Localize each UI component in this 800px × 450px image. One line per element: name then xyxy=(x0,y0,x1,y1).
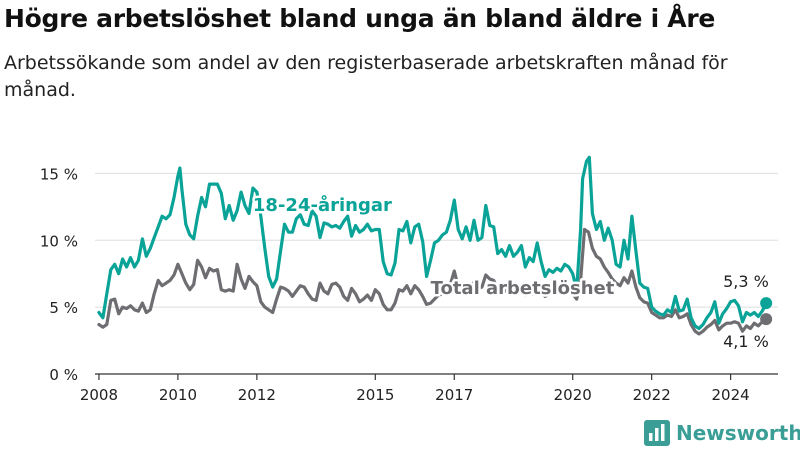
newsworthy-logo: Newsworthy xyxy=(644,420,800,446)
y-tick-label: 15 % xyxy=(40,165,78,183)
series-line-total xyxy=(97,227,768,336)
axes: 0 % 5 % 10 % 15 % 2008 2010 2012 2015 2017 2020 20… xyxy=(40,165,778,404)
series-line-young xyxy=(97,155,768,331)
y-tick-label: 5 % xyxy=(49,299,78,317)
series-label-total: Total arbetslöshet xyxy=(431,278,615,299)
x-tick-label: 2015 xyxy=(356,386,394,404)
series-labels: 18-24-åringar Total arbetslöshet 5,3 % 4,1 … xyxy=(250,191,769,351)
x-tick-label: 2010 xyxy=(159,386,197,404)
series-lines xyxy=(97,155,773,336)
end-label-young: 5,3 % xyxy=(723,272,769,291)
page-title: Högre arbetslöshet bland unga än bland ä… xyxy=(4,4,716,33)
brand-name: Newsworthy xyxy=(676,421,800,445)
x-tick-label: 2017 xyxy=(435,386,473,404)
end-label-total: 4,1 % xyxy=(723,332,769,351)
y-tick-label: 10 % xyxy=(40,232,78,250)
bar-chart-icon xyxy=(644,420,670,446)
y-tick-label: 0 % xyxy=(49,366,78,384)
x-tick-label: 2022 xyxy=(633,386,671,404)
page-subtitle: Arbetssökande som andel av den registerb… xyxy=(4,52,728,101)
x-tick-label: 2020 xyxy=(554,386,592,404)
x-tick-label: 2008 xyxy=(80,386,118,404)
end-point-young xyxy=(760,297,773,310)
series-label-young: 18-24-åringar xyxy=(253,194,392,216)
x-tick-label: 2012 xyxy=(238,386,276,404)
x-tick-label: 2024 xyxy=(712,386,750,404)
end-point-total xyxy=(760,313,773,326)
